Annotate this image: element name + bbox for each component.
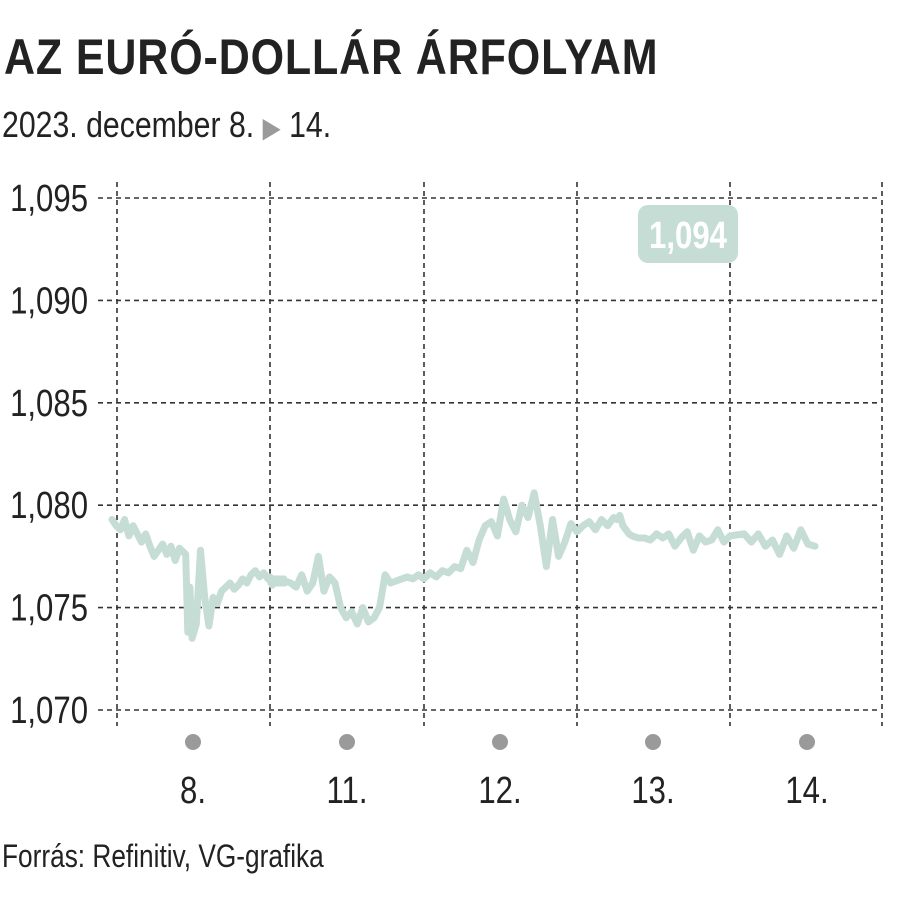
x-tick-label: 14.: [785, 770, 828, 812]
y-tick-label: 1,075: [10, 588, 88, 630]
x-tick-label: 13.: [631, 770, 674, 812]
x-tick-dot: [799, 734, 815, 750]
x-tick-label: 11.: [327, 770, 368, 812]
x-tick-label: 12.: [478, 770, 521, 812]
source-note: Forrás: Refinitiv, VG-grafika: [2, 838, 324, 874]
annotation-box: [638, 205, 738, 263]
chart-title: AZ EURÓ-DOLLÁR ÁRFOLYAM: [4, 29, 659, 85]
series-line: [108, 489, 819, 642]
y-tick-label: 1,080: [10, 485, 88, 527]
y-tick-label: 1,095: [10, 178, 88, 220]
chart-subtitle: 2023. december 8. ▶ 14.: [2, 104, 331, 146]
subtitle-end: 14.: [289, 104, 332, 145]
y-tick-label: 1,070: [10, 690, 88, 732]
annotation-bubble: 1,094: [638, 205, 738, 263]
x-tick-dot: [339, 734, 355, 750]
annotation-label: 1,094: [649, 215, 728, 257]
y-tick-label: 1,085: [10, 383, 88, 425]
x-tick-label: 8.: [180, 770, 206, 812]
x-tick-dot: [185, 734, 201, 750]
play-arrow-icon: ▶: [262, 112, 281, 143]
x-tick-dot: [492, 734, 508, 750]
y-tick-label: 1,090: [10, 281, 88, 323]
subtitle-start: 2023. december 8.: [2, 104, 255, 145]
x-tick-dot: [645, 734, 661, 750]
